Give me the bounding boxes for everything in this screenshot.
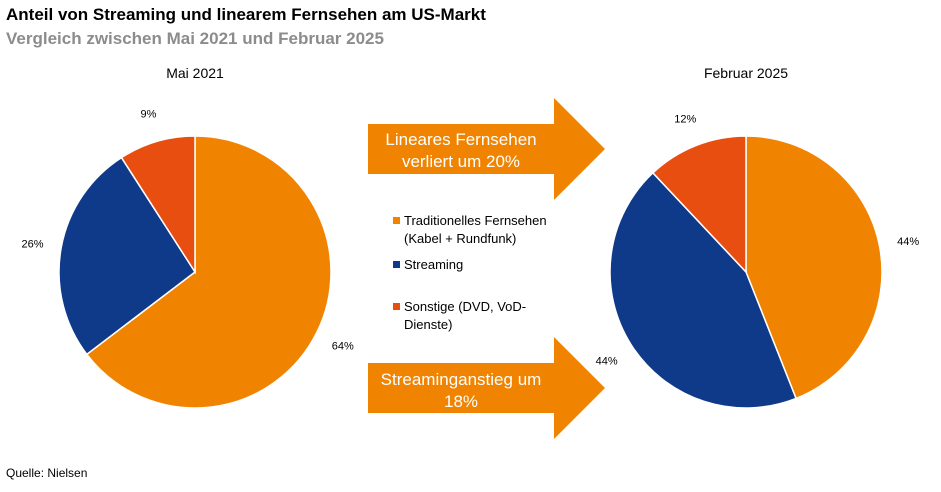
legend-label-line: Streaming (404, 257, 464, 272)
arrow-text-streaming: Streaminganstieg um 18% (368, 369, 554, 413)
pie-2-slice-traditional (745, 135, 883, 400)
arrow-text-line: verliert um 20% (401, 152, 521, 171)
legend-swatch (393, 261, 400, 268)
arrow-shape-1 (368, 98, 605, 200)
pie-1-slice-traditional (85, 135, 332, 409)
pie-1-label-traditional: 64% (332, 340, 354, 352)
pie-2-label-other: 12% (674, 114, 696, 126)
pie-1-slice-other (120, 135, 196, 275)
pie-1-slice-streaming (58, 156, 197, 356)
legend-swatch (393, 217, 400, 224)
legend-item-streaming: Streaming (393, 256, 593, 274)
chart-title: Anteil von Streaming und linearem Fernse… (6, 5, 486, 24)
pie-title-2: Februar 2025 (704, 65, 788, 81)
legend-label-line: Traditionelles Fernsehen (404, 213, 547, 228)
legend-swatch (393, 303, 400, 310)
legend: Traditionelles Fernsehen (Kabel + Rundfu… (393, 212, 593, 334)
legend-label-line: (Kabel + Rundfunk) (404, 231, 517, 246)
legend-item-other: Sonstige (DVD, VoD- Dienste) (393, 298, 593, 334)
chart-subtitle: Vergleich zwischen Mai 2021 und Februar … (6, 29, 384, 48)
arrow-text-line: Streaminganstieg um (380, 370, 542, 389)
pie-title-1: Mai 2021 (166, 65, 224, 81)
pie-2-slice-other (651, 135, 747, 274)
pie-2-label-streaming: 44% (596, 355, 618, 367)
legend-item-traditional: Traditionelles Fernsehen (Kabel + Rundfu… (393, 212, 593, 248)
arrow-text-linear-tv: Lineares Fernsehen verliert um 20% (368, 129, 554, 173)
arrow-text-line: Lineares Fernsehen (385, 130, 537, 149)
pie-2-slice-streaming (609, 171, 798, 409)
arrow-shape-2 (368, 337, 605, 439)
source-note: Quelle: Nielsen (6, 466, 88, 480)
legend-label-line: Dienste) (404, 317, 453, 332)
pie-2-label-traditional: 44% (897, 236, 919, 248)
pie-1-label-other: 9% (141, 109, 157, 121)
pie-1-label-streaming: 26% (21, 238, 43, 250)
legend-label-line: Sonstige (DVD, VoD- (404, 299, 527, 314)
arrow-text-line: 18% (443, 392, 479, 411)
